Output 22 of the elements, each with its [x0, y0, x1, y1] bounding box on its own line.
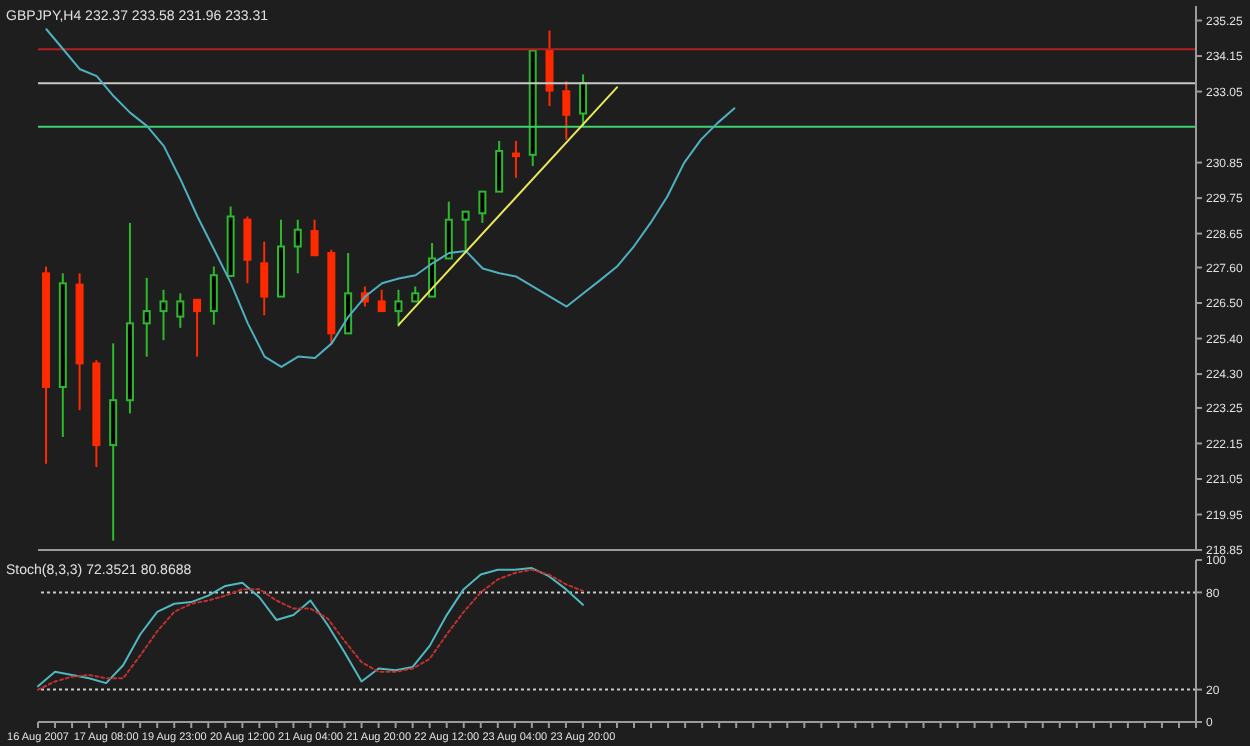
candlestick [293, 218, 302, 275]
candlestick [461, 210, 470, 251]
candlestick [243, 215, 252, 285]
candlestick [444, 200, 453, 260]
candlestick [545, 29, 554, 108]
candlestick [209, 265, 218, 326]
candlestick [394, 288, 403, 328]
line-series [45, 28, 736, 368]
candlestick [495, 139, 504, 193]
candlestick [579, 73, 588, 128]
candlestick [511, 139, 520, 179]
candlestick [344, 251, 353, 335]
candlestick [193, 298, 202, 358]
candlestick [310, 218, 319, 257]
candlestick [478, 190, 487, 224]
candlestick [260, 240, 269, 317]
candlestick [377, 288, 386, 313]
candlestick [142, 276, 151, 358]
candlestick [159, 288, 168, 342]
candlestick [176, 292, 185, 329]
candlestick [562, 80, 571, 141]
candlestick [109, 342, 118, 542]
